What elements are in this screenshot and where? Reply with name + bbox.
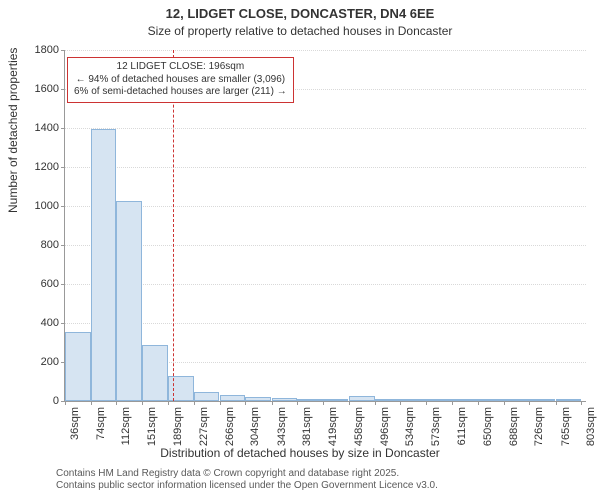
ytick-label: 0 (53, 395, 65, 407)
xtick-mark (245, 401, 246, 405)
ytick-label: 1400 (35, 122, 65, 134)
histogram-bar (142, 345, 168, 401)
ytick-label: 600 (41, 278, 65, 290)
xtick-mark (142, 401, 143, 405)
marker-line (173, 50, 174, 401)
xtick-label: 688sqm (508, 401, 520, 446)
xtick-mark (375, 401, 376, 405)
xtick-mark (220, 401, 221, 405)
xtick-label: 726sqm (533, 401, 545, 446)
histogram-bar (116, 201, 142, 401)
xtick-mark (272, 401, 273, 405)
xtick-label: 36sqm (69, 401, 81, 440)
xtick-label: 803sqm (585, 401, 597, 446)
xtick-mark (504, 401, 505, 405)
footnote-line1: Contains HM Land Registry data © Crown c… (56, 468, 438, 480)
gridline (65, 50, 586, 51)
xtick-mark (194, 401, 195, 405)
xtick-mark (65, 401, 66, 405)
annotation-line: 12 LIDGET CLOSE: 196sqm (74, 61, 287, 74)
xtick-label: 573sqm (430, 401, 442, 446)
xtick-mark (91, 401, 92, 405)
xtick-label: 266sqm (224, 401, 236, 446)
xtick-mark (452, 401, 453, 405)
ytick-label: 800 (41, 239, 65, 251)
gridline (65, 284, 586, 285)
xtick-label: 189sqm (172, 401, 184, 446)
xtick-label: 304sqm (249, 401, 261, 446)
xtick-label: 611sqm (456, 401, 468, 445)
xtick-label: 227sqm (198, 401, 210, 446)
xtick-label: 650sqm (482, 401, 494, 446)
chart-container: 12, LIDGET CLOSE, DONCASTER, DN4 6EE Siz… (0, 0, 600, 500)
xtick-mark (529, 401, 530, 405)
annotation-line: 6% of semi-detached houses are larger (2… (74, 86, 287, 99)
ytick-label: 200 (41, 356, 65, 368)
y-axis-label: Number of detached properties (6, 48, 20, 213)
xtick-label: 419sqm (327, 401, 339, 446)
xtick-label: 381sqm (301, 401, 313, 446)
xtick-mark (581, 401, 582, 405)
xtick-mark (116, 401, 117, 405)
xtick-mark (400, 401, 401, 405)
histogram-bar (65, 332, 91, 401)
xtick-label: 112sqm (120, 401, 132, 445)
x-axis-label: Distribution of detached houses by size … (160, 446, 440, 460)
footnote: Contains HM Land Registry data © Crown c… (56, 468, 438, 492)
gridline (65, 128, 586, 129)
xtick-label: 496sqm (379, 401, 391, 446)
xtick-mark (349, 401, 350, 405)
xtick-label: 458sqm (353, 401, 365, 446)
xtick-mark (478, 401, 479, 405)
histogram-bar (194, 392, 220, 401)
gridline (65, 323, 586, 324)
page-title: 12, LIDGET CLOSE, DONCASTER, DN4 6EE (0, 6, 600, 21)
xtick-mark (297, 401, 298, 405)
ytick-label: 1800 (35, 44, 65, 56)
gridline (65, 206, 586, 207)
histogram-plot: 02004006008001000120014001600180036sqm74… (64, 50, 586, 402)
annotation-line: ← 94% of detached houses are smaller (3,… (74, 74, 287, 87)
xtick-label: 74sqm (95, 401, 107, 440)
footnote-line2: Contains public sector information licen… (56, 480, 438, 492)
xtick-mark (426, 401, 427, 405)
annotation-box: 12 LIDGET CLOSE: 196sqm← 94% of detached… (67, 57, 294, 103)
xtick-mark (323, 401, 324, 405)
xtick-label: 765sqm (560, 401, 572, 446)
xtick-label: 343sqm (276, 401, 288, 446)
xtick-label: 151sqm (146, 401, 158, 446)
histogram-bar (91, 129, 117, 401)
ytick-label: 1600 (35, 83, 65, 95)
ytick-label: 400 (41, 317, 65, 329)
ytick-label: 1000 (35, 200, 65, 212)
xtick-mark (556, 401, 557, 405)
gridline (65, 245, 586, 246)
xtick-mark (168, 401, 169, 405)
gridline (65, 167, 586, 168)
ytick-label: 1200 (35, 161, 65, 173)
page-subtitle: Size of property relative to detached ho… (0, 24, 600, 38)
xtick-label: 534sqm (404, 401, 416, 446)
